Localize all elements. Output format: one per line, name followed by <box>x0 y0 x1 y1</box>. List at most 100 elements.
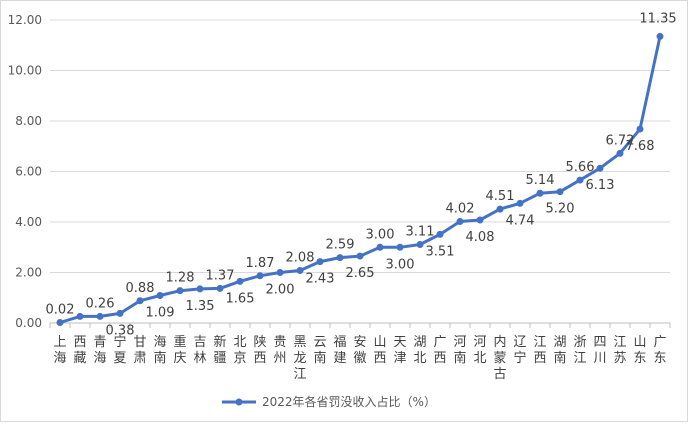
x-category-label: 云南 <box>313 335 326 366</box>
x-category-label: 安徽 <box>353 335 366 366</box>
data-label: 0.02 <box>46 302 75 317</box>
data-point <box>236 277 244 285</box>
x-category-label: 广东 <box>653 335 666 366</box>
data-point <box>636 125 644 133</box>
data-label: 0.26 <box>86 296 115 311</box>
data-point <box>456 217 464 225</box>
x-category-label: 广西 <box>433 335 446 366</box>
data-label: 5.14 <box>526 173 555 188</box>
x-category-label: 重庆 <box>173 334 186 366</box>
data-label: 5.66 <box>566 160 595 175</box>
data-point <box>476 216 484 224</box>
y-tick-label: 6.00 <box>15 165 42 179</box>
data-point <box>276 269 284 276</box>
data-label: 4.51 <box>486 189 515 204</box>
x-category-label: 海南 <box>153 335 166 366</box>
data-label: 6.72 <box>606 133 635 148</box>
x-category-label: 宁夏 <box>113 334 126 366</box>
gridlines <box>50 19 670 273</box>
data-point <box>496 205 504 213</box>
data-label: 0.38 <box>106 323 135 338</box>
data-point <box>356 252 364 260</box>
x-category-label: 辽宁 <box>513 335 526 366</box>
data-label: 1.09 <box>146 305 175 320</box>
data-label: 2.00 <box>266 283 295 298</box>
y-tick-label: 12.00 <box>8 13 42 27</box>
x-category-label: 黑龙江 <box>293 335 306 382</box>
data-point <box>336 254 344 262</box>
x-category-label: 新疆 <box>213 334 226 366</box>
data-point <box>596 164 604 172</box>
data-label: 2.43 <box>306 272 335 287</box>
data-point <box>196 285 204 293</box>
data-point <box>516 199 524 207</box>
data-label: 0.88 <box>126 281 155 296</box>
x-category-label: 陕西 <box>253 335 266 366</box>
data-label: 2.65 <box>346 266 375 281</box>
x-category-label: 河南 <box>453 335 466 366</box>
x-category-label: 西藏 <box>73 335 86 366</box>
data-point <box>616 149 624 157</box>
x-category-label: 甘肃 <box>133 335 146 366</box>
data-point <box>416 240 424 248</box>
data-label: 3.11 <box>406 224 435 239</box>
data-point <box>316 258 324 266</box>
x-category-label: 江苏 <box>613 335 626 366</box>
data-point <box>296 266 304 274</box>
data-label: 2.59 <box>326 238 355 253</box>
y-tick-label: 10.00 <box>8 64 42 78</box>
x-axis <box>49 322 671 328</box>
x-category-label: 山东 <box>633 335 646 366</box>
legend-marker <box>235 398 243 406</box>
data-point <box>96 312 104 320</box>
data-label: 4.08 <box>466 230 495 245</box>
data-label: 3.00 <box>366 227 395 242</box>
x-category-label: 湖北 <box>413 335 426 366</box>
data-point <box>576 176 584 184</box>
x-category-label: 福建 <box>333 335 346 366</box>
x-category-label: 湖南 <box>553 335 566 366</box>
data-label: 1.65 <box>226 291 255 306</box>
data-point <box>656 32 664 40</box>
data-label: 3.51 <box>426 244 455 259</box>
y-tick-label: 4.00 <box>15 215 42 229</box>
data-point <box>116 309 124 317</box>
data-point <box>156 291 164 299</box>
data-label: 1.35 <box>186 299 215 314</box>
legend: 2022年各省罚没收入占比（%） <box>222 394 436 409</box>
x-category-label: 青海 <box>93 335 106 366</box>
data-label: 4.02 <box>446 201 475 216</box>
y-tick-label: 2.00 <box>15 266 42 280</box>
data-point <box>216 284 224 292</box>
data-point <box>376 243 384 251</box>
data-point <box>396 243 404 251</box>
series-line <box>56 32 664 326</box>
x-category-label: 上海 <box>53 335 66 366</box>
y-tick-label: 8.00 <box>15 114 42 128</box>
data-label: 11.35 <box>639 11 676 26</box>
data-label: 1.28 <box>166 271 195 286</box>
x-category-label: 贵州 <box>273 335 286 366</box>
data-label: 3.00 <box>386 257 415 272</box>
x-category-label: 天津 <box>393 335 406 366</box>
data-point <box>436 230 444 238</box>
y-axis-ticks: 0.00 2.00 4.00 6.00 8.00 10.00 12.00 <box>8 13 42 330</box>
x-category-label: 吉林 <box>193 335 206 366</box>
data-point <box>56 318 64 326</box>
x-category-label: 山西 <box>373 335 386 366</box>
x-category-label: 浙江 <box>573 335 586 366</box>
y-tick-label: 0.00 <box>15 316 42 330</box>
legend-label: 2022年各省罚没收入占比（%） <box>262 394 436 409</box>
data-label: 2.08 <box>286 250 315 265</box>
data-label: 1.37 <box>206 268 235 283</box>
data-point <box>536 189 544 197</box>
x-category-label: 北京 <box>233 335 246 366</box>
data-label: 7.68 <box>626 139 655 154</box>
x-axis-categories: 上海西藏青海宁夏甘肃海南重庆吉林新疆北京陕西贵州黑龙江云南福建安徽山西天津湖北广… <box>53 334 666 382</box>
data-point <box>136 297 144 305</box>
x-category-label: 江西 <box>533 335 546 366</box>
data-point <box>176 287 184 295</box>
data-labels: 0.02 0.26 0.38 0.88 1.09 1.28 1.35 1.37 1.65 1.87… <box>46 11 677 338</box>
x-category-label: 四川 <box>593 335 606 366</box>
